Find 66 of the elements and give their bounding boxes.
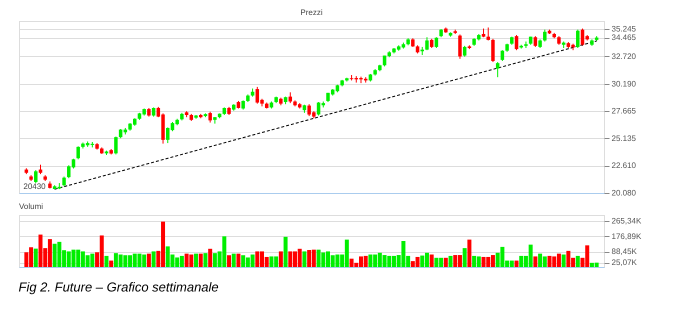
bar <box>467 240 472 267</box>
y-tick-label: 25.135 <box>612 134 637 143</box>
bar <box>109 260 114 267</box>
bar <box>203 253 208 267</box>
candlestick <box>462 45 466 58</box>
bar <box>146 254 151 267</box>
bar <box>562 254 566 267</box>
candlestick <box>458 34 462 60</box>
candlestick <box>38 164 42 175</box>
bar <box>482 256 486 267</box>
bar <box>104 256 108 267</box>
candlestick <box>152 106 156 118</box>
bar <box>458 255 462 267</box>
bar <box>278 251 283 267</box>
bar <box>284 236 288 267</box>
bar <box>514 260 519 267</box>
candlestick <box>543 29 547 42</box>
bar <box>232 254 236 267</box>
bar <box>236 254 240 267</box>
y-tick-label: 34.465 <box>612 33 637 42</box>
bar <box>227 255 232 267</box>
y-tick-label: 30.190 <box>612 79 637 88</box>
bar <box>430 254 434 267</box>
bar <box>194 254 198 267</box>
y-tick-label: 265,34K <box>612 216 642 226</box>
y-tick-label: 176,89K <box>612 232 642 241</box>
candlestick <box>491 38 495 63</box>
candlestick <box>576 29 580 49</box>
chart-title: Prezzi <box>300 8 323 17</box>
bar <box>448 256 453 267</box>
candlestick <box>496 62 500 78</box>
candlestick <box>514 34 518 51</box>
candlestick <box>76 146 80 160</box>
candlestick <box>62 176 66 187</box>
bar <box>302 251 306 267</box>
bar <box>533 256 538 267</box>
bar <box>152 251 156 267</box>
y-tick-label: 35.245 <box>612 24 637 34</box>
bar <box>424 252 429 267</box>
candlestick <box>534 36 538 48</box>
y-tick-label: 27.665 <box>612 106 637 116</box>
y-tick-label: 88,45K <box>612 247 638 256</box>
bar <box>208 248 212 267</box>
candlestick <box>486 26 490 41</box>
candlestick <box>288 92 292 104</box>
bar <box>576 256 580 267</box>
caption: Fig 2. Future – Grafico settimanale <box>18 280 219 294</box>
bar <box>548 256 552 267</box>
bar <box>34 248 38 267</box>
y-tick-label: 25,07K <box>612 258 638 268</box>
candlestick <box>425 36 429 51</box>
bar <box>462 248 467 267</box>
chart-title: Volumi <box>19 202 44 211</box>
annotation: 20430 <box>23 182 46 192</box>
y-tick-label: 22.610 <box>612 161 637 170</box>
candlestick <box>434 36 438 49</box>
bar <box>444 258 448 267</box>
candlestick <box>34 170 38 184</box>
bar <box>198 254 203 267</box>
candlestick <box>241 100 245 110</box>
y-tick-label: 20.080 <box>612 188 637 198</box>
candlestick <box>114 136 118 155</box>
candlestick <box>208 111 212 124</box>
candlestick <box>500 50 504 62</box>
y-tick-label: 32.720 <box>612 52 637 61</box>
candlestick <box>430 38 434 49</box>
